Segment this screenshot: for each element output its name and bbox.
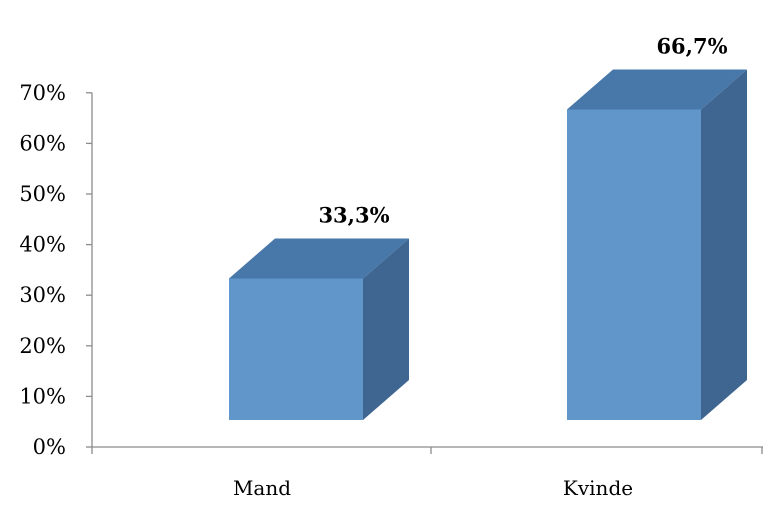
data-label: 33,3% xyxy=(318,203,389,228)
y-tick-label: 20% xyxy=(19,334,66,358)
label-layer: 33,3% Mand 66,7% Kvinde xyxy=(233,33,728,500)
y-tick-label: 30% xyxy=(19,283,66,307)
y-tick-label: 70% xyxy=(19,81,66,105)
y-tick-label: 0% xyxy=(33,435,66,459)
bar-kvinde xyxy=(567,69,747,421)
bar-mand xyxy=(229,238,409,420)
category-label: Mand xyxy=(233,476,291,500)
bar-front-face xyxy=(567,109,701,421)
y-axis-ticks: 0% 10% 20% 30% 40% 50% 60% 70% xyxy=(19,81,92,459)
bar-top-face xyxy=(567,69,747,110)
bar-front-face xyxy=(229,278,363,420)
bar-side-face xyxy=(701,69,747,421)
bar-top-face xyxy=(229,238,409,279)
bar-side-face xyxy=(363,238,409,420)
category-label: Kvinde xyxy=(563,476,633,500)
data-label: 66,7% xyxy=(656,33,727,58)
bar-series xyxy=(229,69,747,421)
y-tick-label: 50% xyxy=(19,182,66,206)
y-tick-label: 40% xyxy=(19,233,66,257)
y-tick-label: 60% xyxy=(19,131,66,155)
y-tick-label: 10% xyxy=(19,384,66,408)
chart-axes xyxy=(91,92,763,454)
